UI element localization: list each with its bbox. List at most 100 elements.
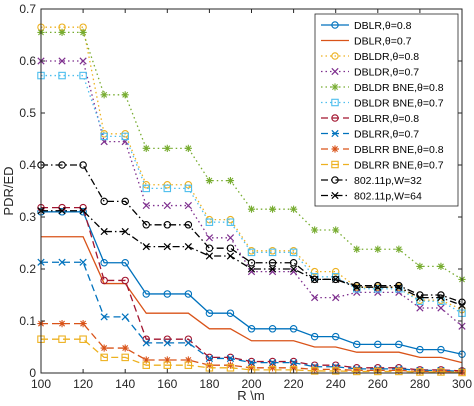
data-point	[289, 259, 298, 267]
data-point	[247, 259, 256, 267]
data-point	[353, 245, 361, 253]
legend-marker	[331, 114, 339, 122]
data-point	[226, 354, 235, 363]
data-point	[163, 201, 171, 210]
data-point	[437, 368, 445, 376]
data-point	[100, 344, 108, 352]
data-point	[205, 177, 213, 185]
data-point	[142, 339, 150, 347]
legend-marker	[331, 83, 339, 91]
legend-label: DBLDR,θ=0.7	[354, 67, 419, 79]
x-tick-label: 140	[115, 377, 135, 391]
legend-item: DBLDR BNE,θ=0.8	[321, 82, 444, 94]
data-point	[163, 290, 172, 298]
data-point	[58, 320, 66, 328]
x-tick-label: 160	[157, 377, 177, 391]
data-point	[247, 364, 256, 372]
data-point	[142, 356, 150, 364]
data-point	[184, 356, 192, 364]
data-point	[332, 226, 340, 234]
data-point	[374, 340, 382, 349]
data-point	[121, 276, 129, 285]
data-point	[163, 339, 171, 347]
data-point	[58, 161, 66, 169]
data-point	[142, 144, 150, 152]
legend-marker	[331, 129, 339, 138]
legend-label: DBLDR BNE,θ=0.8	[354, 82, 444, 94]
data-point	[311, 365, 319, 373]
data-point	[226, 218, 235, 226]
data-point	[142, 361, 151, 369]
data-point	[121, 344, 129, 352]
series-2	[41, 236, 463, 364]
data-point	[395, 340, 403, 349]
data-point	[247, 267, 256, 276]
legend-marker	[331, 160, 339, 169]
data-point	[79, 161, 87, 169]
data-point	[416, 345, 424, 354]
data-point	[374, 283, 382, 291]
data-point	[184, 201, 192, 210]
series-line	[41, 236, 463, 364]
data-point	[121, 132, 129, 141]
data-point	[100, 91, 108, 99]
data-point	[163, 356, 171, 364]
data-point	[226, 353, 235, 362]
data-point	[247, 205, 256, 213]
data-point	[437, 345, 445, 354]
data-point	[395, 367, 403, 376]
x-tick-label: 200	[241, 377, 261, 391]
data-point	[289, 265, 298, 273]
legend-item: 802.11p,W=64	[321, 191, 422, 203]
data-point	[352, 340, 361, 349]
data-point	[79, 207, 87, 215]
data-point	[205, 353, 214, 362]
data-point	[184, 221, 193, 229]
data-point	[184, 243, 192, 251]
series-9	[37, 320, 466, 376]
data-point	[226, 309, 235, 317]
data-point	[395, 281, 403, 290]
data-point	[311, 275, 319, 284]
legend-label: DBLRR,θ=0.7	[354, 129, 419, 141]
data-point	[58, 335, 66, 343]
data-point	[79, 208, 87, 216]
data-point	[184, 339, 192, 347]
data-point	[310, 267, 319, 276]
data-point	[353, 283, 361, 291]
series-line	[41, 211, 463, 355]
data-point	[58, 28, 66, 36]
x-tick-label: 180	[199, 377, 219, 391]
data-point	[374, 367, 382, 376]
data-point	[268, 259, 277, 267]
x-axis-title: R \m	[237, 388, 264, 403]
data-point	[184, 361, 193, 369]
legend-item: DBLDR BNE,θ=0.7	[321, 98, 444, 110]
legend-label: DBLRR BNE,θ=0.7	[354, 160, 444, 172]
legend-marker	[331, 67, 339, 76]
data-point	[226, 177, 235, 185]
legend-item: DBLRR BNE,θ=0.7	[321, 160, 444, 172]
data-point	[226, 234, 235, 242]
data-point	[100, 313, 108, 321]
data-point	[205, 309, 214, 317]
x-tick-label: 300	[452, 377, 472, 391]
data-point	[142, 290, 151, 298]
y-tick-label: 0.6	[19, 54, 36, 68]
legend-label: 802.11p,W=64	[354, 191, 422, 203]
data-point	[353, 366, 361, 374]
x-tick-label: 220	[284, 377, 304, 391]
data-point	[58, 208, 66, 216]
data-point	[79, 71, 87, 80]
legend-label: DBLDR BNE,θ=0.7	[354, 98, 444, 110]
data-point	[310, 332, 319, 341]
series-line	[41, 210, 463, 307]
data-point	[289, 248, 298, 257]
data-point	[332, 275, 340, 284]
data-point	[289, 325, 298, 333]
data-point	[142, 221, 151, 229]
data-point	[100, 227, 108, 236]
legend-label: DBLDR,θ=0.8	[354, 51, 419, 63]
data-point	[247, 358, 256, 367]
data-point	[163, 361, 172, 369]
